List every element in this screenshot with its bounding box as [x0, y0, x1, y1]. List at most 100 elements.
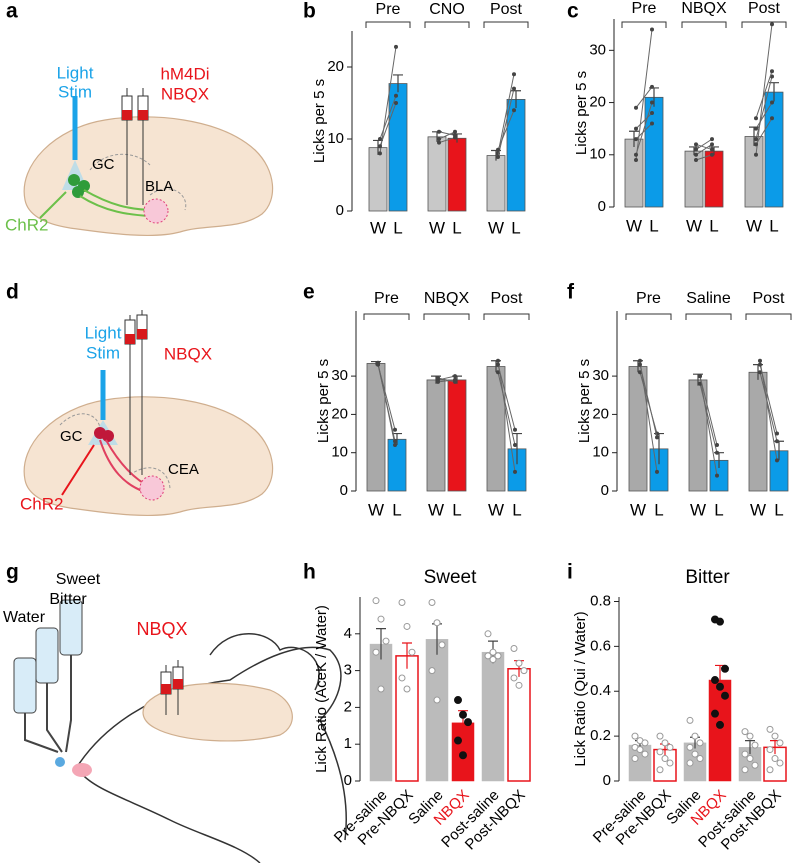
data-point: [489, 648, 497, 656]
y-tick-label: 1: [344, 735, 352, 752]
data-point: [377, 685, 385, 693]
cell: [102, 430, 114, 442]
syringe-fill: [125, 334, 135, 344]
subject-point: [694, 152, 698, 157]
x-tick-label: L: [654, 500, 663, 519]
subject-point: [376, 362, 380, 367]
bracket: [483, 313, 530, 320]
subject-line: [497, 360, 516, 472]
subject-line: [755, 102, 773, 129]
x-tick-label: L: [452, 218, 461, 237]
bracket: [423, 313, 470, 320]
subject-line: [755, 76, 773, 140]
group-label: CNO: [429, 1, 465, 18]
subject-line: [759, 364, 778, 434]
target: [143, 198, 169, 224]
data-point: [398, 599, 406, 607]
y-axis-label: Lick Ratio (AceK / Water): [313, 605, 330, 773]
data-point: [661, 755, 669, 763]
label: NBQX: [136, 619, 187, 639]
diagram-a: a Light Stim hM4Di NBQX GC BLA ChR2: [5, 0, 274, 236]
data-point: [403, 622, 411, 630]
bracket: [625, 313, 672, 320]
x-tick-label: L: [649, 216, 658, 235]
subject-line: [695, 143, 713, 151]
data-point: [494, 652, 502, 660]
data-point: [711, 709, 719, 718]
subject-point: [513, 427, 517, 432]
y-tick-label: 10: [327, 130, 344, 147]
subject-point: [754, 152, 758, 157]
bar: [644, 96, 664, 208]
y-tick-label: 0.4: [590, 682, 611, 699]
subject-point: [512, 108, 516, 113]
cell: [68, 174, 80, 186]
label: ChR2: [20, 494, 63, 513]
nose: [72, 763, 92, 777]
data-point: [631, 755, 639, 763]
x-tick-label: L: [452, 500, 461, 519]
subject-line: [497, 74, 515, 154]
data-point: [433, 619, 441, 627]
subject-point: [694, 147, 698, 152]
x-tick-label: W: [428, 500, 444, 519]
y-tick-label: 4: [344, 625, 352, 642]
subject-point: [496, 370, 500, 375]
panel-letter: b: [303, 0, 316, 23]
outline: [59, 413, 171, 491]
data-point: [746, 755, 754, 763]
x-tick-label: L: [392, 500, 401, 519]
subject-point: [496, 147, 500, 152]
data-point: [691, 750, 699, 758]
panel-letter: c: [567, 0, 579, 23]
subject-point: [437, 137, 441, 141]
subject-point: [694, 142, 698, 147]
subject-point: [710, 137, 714, 142]
bracket: [741, 21, 787, 28]
subject-point: [775, 431, 779, 436]
subject-point: [770, 69, 774, 74]
x-tick-label: L: [393, 218, 402, 237]
data-point: [372, 597, 380, 605]
data-point: [433, 696, 441, 704]
y-tick-label: 0.6: [590, 637, 611, 654]
bar: [388, 83, 408, 212]
bar: [688, 379, 708, 492]
data-point: [515, 681, 523, 689]
x-tick-label: L: [512, 500, 521, 519]
subject-point: [453, 129, 457, 134]
subject-point: [775, 439, 779, 444]
data-point: [656, 732, 664, 740]
subject-point: [638, 362, 642, 367]
subject-line: [437, 377, 456, 383]
data-point: [721, 691, 729, 700]
x-tick-label: W: [488, 500, 504, 519]
subject-point: [437, 129, 441, 134]
data-point: [741, 766, 749, 774]
data-point: [510, 674, 518, 682]
subject-line: [437, 379, 456, 383]
y-tick-label: 0: [598, 198, 606, 215]
data-point: [428, 599, 436, 607]
data-point: [438, 641, 446, 649]
data-point: [641, 739, 649, 747]
group-label: Pre: [376, 1, 401, 18]
data-point: [716, 617, 724, 626]
subject-point: [650, 84, 654, 89]
y-tick-label: 0.2: [590, 727, 611, 744]
data-point: [776, 759, 784, 767]
data-point: [771, 732, 779, 740]
y-tick-label: 2: [344, 698, 352, 715]
data-point: [641, 750, 649, 758]
y-axis-label: Licks per 5 s: [311, 79, 328, 163]
x-tick-label: W: [368, 500, 384, 519]
data-point: [661, 739, 669, 747]
brain: [23, 116, 274, 236]
data-point: [484, 630, 492, 638]
data-point: [515, 659, 523, 667]
label: hM4Di: [160, 64, 209, 83]
ear: [209, 633, 320, 691]
subject-point: [394, 101, 398, 105]
label: Sweet: [56, 571, 101, 588]
